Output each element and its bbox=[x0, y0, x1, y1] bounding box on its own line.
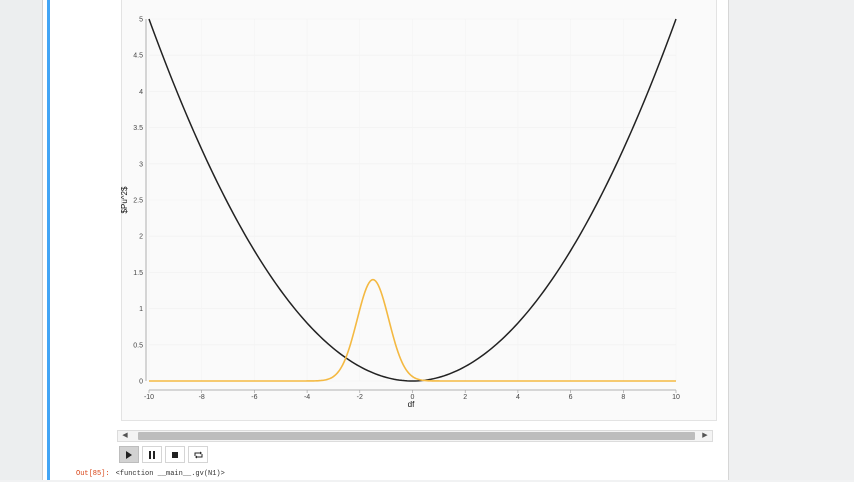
pause-icon bbox=[149, 450, 155, 459]
axes bbox=[145, 19, 677, 393]
x-tick-label: -2 bbox=[357, 394, 363, 401]
y-tick-label: 4.5 bbox=[133, 53, 143, 60]
slider-left-arrow[interactable]: ◀ bbox=[122, 432, 128, 439]
x-tick-label: -10 bbox=[144, 394, 154, 401]
y-tick-label: 2.5 bbox=[133, 198, 143, 205]
gaussian-curve bbox=[149, 278, 676, 382]
loop-button[interactable] bbox=[188, 446, 208, 463]
notebook-left-margin bbox=[0, 0, 42, 480]
y-tick-label: 4 bbox=[139, 89, 143, 96]
slider-right-arrow[interactable]: ▶ bbox=[702, 432, 708, 439]
series-lines bbox=[148, 18, 677, 382]
stop-icon bbox=[172, 451, 178, 458]
play-icon bbox=[126, 450, 132, 459]
pause-button[interactable] bbox=[142, 446, 162, 463]
notebook-right-margin bbox=[727, 0, 854, 480]
y-tick-label: 1.5 bbox=[133, 270, 143, 277]
y-tick-label: 0.5 bbox=[133, 342, 143, 349]
animation-controls bbox=[119, 446, 208, 464]
y-axis-label: $Pu^2$ bbox=[120, 186, 129, 213]
x-tick-label: -8 bbox=[199, 394, 205, 401]
y-tick-label: 0 bbox=[139, 379, 143, 386]
play-button[interactable] bbox=[119, 446, 139, 463]
output-row: Out[85]: <function __main__.gv(N1)> bbox=[76, 470, 225, 482]
y-tick-labels: 0 0.5 1 1.5 2 2.5 3 3.5 4 4.5 5 bbox=[133, 17, 143, 386]
output-text: <function __main__.gv(N1)> bbox=[115, 470, 225, 478]
x-tick-label: 6 bbox=[569, 394, 573, 401]
plot-frame bbox=[121, 0, 717, 421]
stop-button[interactable] bbox=[165, 446, 185, 463]
x-tick-label: 8 bbox=[621, 394, 625, 401]
y-tick-label: 3.5 bbox=[133, 125, 143, 132]
x-tick-label: 4 bbox=[516, 394, 520, 401]
y-tick-label: 2 bbox=[139, 234, 143, 241]
x-tick-label: -4 bbox=[304, 394, 310, 401]
y-tick-label: 5 bbox=[139, 17, 143, 24]
frame-slider[interactable]: ◀ ▶ bbox=[117, 430, 713, 442]
x-tick-labels: -10 -8 -6 -4 -2 0 2 4 6 8 10 bbox=[144, 394, 680, 401]
loop-icon bbox=[194, 451, 202, 458]
x-axis-label: df bbox=[408, 400, 415, 409]
x-tick-label: 10 bbox=[672, 394, 680, 401]
y-tick-label: 3 bbox=[139, 161, 143, 168]
cell-selection-bar bbox=[47, 0, 50, 480]
y-tick-label: 1 bbox=[139, 306, 143, 313]
output-prompt: Out[85]: bbox=[76, 470, 110, 478]
x-tick-label: -6 bbox=[251, 394, 257, 401]
x-tick-label: 0 bbox=[411, 394, 415, 401]
slider-thumb[interactable] bbox=[138, 432, 695, 440]
x-tick-label: 2 bbox=[463, 394, 467, 401]
parabola-curve bbox=[148, 18, 677, 382]
grid-lines bbox=[148, 18, 677, 382]
